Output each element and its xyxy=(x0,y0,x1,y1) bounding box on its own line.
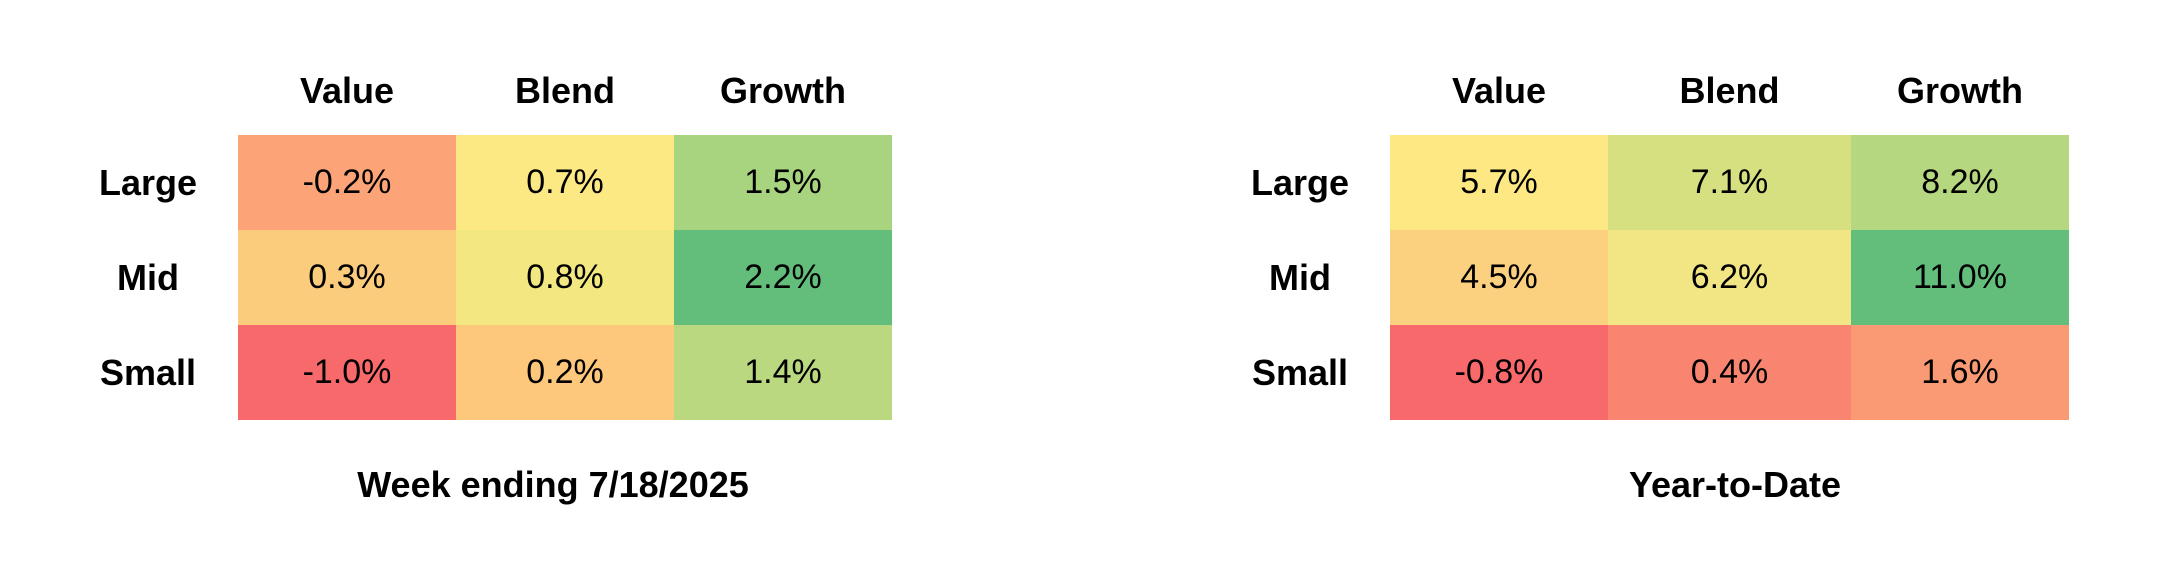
heatmap-cell-small-growth: 1.6% xyxy=(1851,325,2069,420)
row-header-large: Large xyxy=(98,162,198,203)
heatmap-cell-mid-value: 4.5% xyxy=(1390,230,1608,325)
heatmap-cell-small-value: -0.8% xyxy=(1390,325,1608,420)
heatmap-cell-small-blend: 0.2% xyxy=(456,325,674,420)
heatmap-caption: Week ending 7/18/2025 xyxy=(357,464,749,505)
heatmap-cell-mid-growth: 2.2% xyxy=(674,230,892,325)
column-header-row: Value Blend Growth xyxy=(1390,55,2069,127)
heatmap-cell-large-growth: 1.5% xyxy=(674,135,892,230)
heatmap-cell-mid-blend: 0.8% xyxy=(456,230,674,325)
column-header-row: Value Blend Growth xyxy=(238,55,892,127)
row-header-small: Small xyxy=(99,352,197,393)
row-header-mid: Mid xyxy=(117,257,179,298)
heatmap-caption: Year-to-Date xyxy=(1628,464,1842,505)
row-header-small: Small xyxy=(1251,352,1349,393)
heatmap-cell-mid-value: 0.3% xyxy=(238,230,456,325)
column-header-growth: Growth xyxy=(1897,70,2023,111)
heatmap-cell-large-blend: 7.1% xyxy=(1608,135,1851,230)
column-header-value: Value xyxy=(299,70,395,111)
heatmap-cell-large-value: -0.2% xyxy=(238,135,456,230)
row-header-mid: Mid xyxy=(1269,257,1331,298)
heatmap-cell-small-growth: 1.4% xyxy=(674,325,892,420)
heatmap-cell-mid-blend: 6.2% xyxy=(1608,230,1851,325)
column-header-blend: Blend xyxy=(1679,70,1780,111)
heatmap-cell-large-value: 5.7% xyxy=(1390,135,1608,230)
heatmap-cell-large-blend: 0.7% xyxy=(456,135,674,230)
row-header-large: Large xyxy=(1250,162,1350,203)
heatmap-cell-small-value: -1.0% xyxy=(238,325,456,420)
heatmap-cell-large-growth: 8.2% xyxy=(1851,135,2069,230)
heatmap-cell-small-blend: 0.4% xyxy=(1608,325,1851,420)
heatmap-cell-mid-growth: 11.0% xyxy=(1851,230,2069,325)
column-header-blend: Blend xyxy=(514,70,615,111)
column-header-growth: Growth xyxy=(720,70,846,111)
column-header-value: Value xyxy=(1451,70,1547,111)
